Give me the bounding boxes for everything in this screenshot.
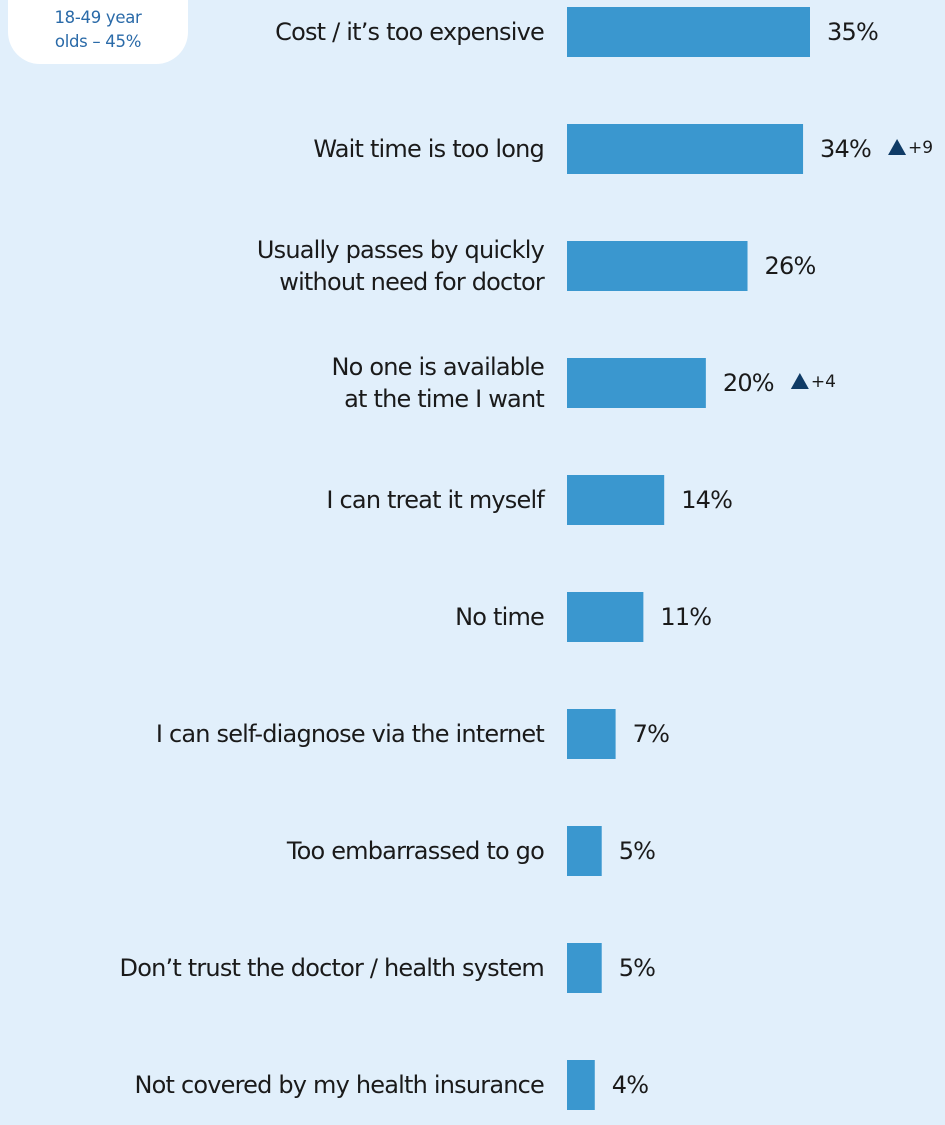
- bar: [567, 826, 602, 876]
- bar: [567, 241, 748, 291]
- bar: [567, 124, 804, 174]
- value-label: 26%: [765, 252, 816, 280]
- value-label: 5%: [619, 837, 655, 865]
- category-label: I can treat it myself: [326, 486, 545, 514]
- value-label: 14%: [681, 486, 732, 514]
- subgroup-badge: 18-49 year olds – 45%: [8, 0, 188, 64]
- category-label: Don’t trust the doctor / health system: [120, 954, 544, 982]
- value-label: 20%: [723, 369, 774, 397]
- category-label: Cost / it’s too expensive: [275, 18, 544, 46]
- category-label: Too embarrassed to go: [286, 837, 544, 865]
- bar: [567, 475, 665, 525]
- value-label: 7%: [633, 720, 669, 748]
- category-label: Not covered by my health insurance: [134, 1071, 544, 1099]
- value-label: 11%: [660, 603, 711, 631]
- up-triangle-icon: [888, 139, 907, 155]
- bar: [567, 7, 810, 57]
- category-label: No one is available at the time I want: [332, 353, 545, 413]
- bar: [567, 358, 706, 408]
- category-label: Wait time is too long: [313, 135, 544, 163]
- up-triangle-icon: [790, 373, 809, 389]
- category-label: I can self-diagnose via the internet: [156, 720, 545, 748]
- change-label: +4: [811, 372, 836, 392]
- value-label: 34%: [820, 135, 871, 163]
- badge-line-1: 18-49 year: [54, 8, 142, 27]
- category-label: Usually passes by quickly without need fo…: [257, 236, 545, 296]
- category-label: No time: [455, 603, 544, 631]
- value-label: 4%: [612, 1071, 648, 1099]
- value-label: 5%: [619, 954, 655, 982]
- change-label: +9: [908, 138, 933, 158]
- bar: [567, 592, 644, 642]
- bar: [567, 943, 602, 993]
- bar: [567, 709, 616, 759]
- badge-line-2: olds – 45%: [54, 32, 142, 51]
- value-label: 35%: [827, 18, 878, 46]
- bar: [567, 1060, 595, 1110]
